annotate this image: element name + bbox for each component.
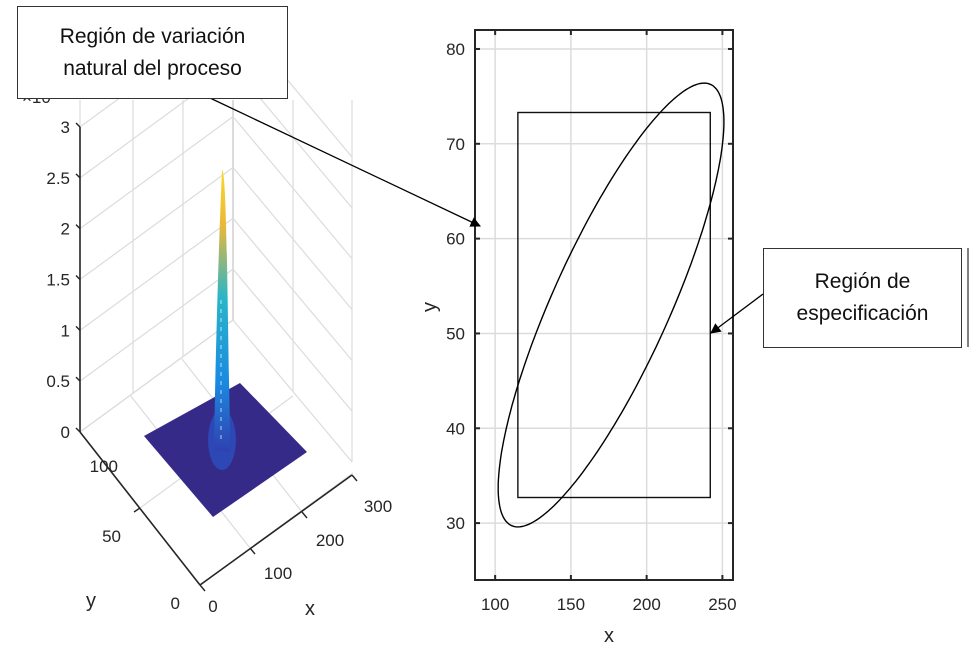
z-tick-label: 2 bbox=[61, 220, 70, 239]
z-tick-mark bbox=[75, 122, 81, 128]
x-tick-label: 250 bbox=[708, 595, 736, 614]
grid-line bbox=[232, 268, 353, 412]
z-tick-label: 1.5 bbox=[46, 271, 70, 290]
grid-line bbox=[79, 319, 234, 433]
x-tick-mark bbox=[351, 474, 358, 482]
x-axis-label: x bbox=[604, 625, 614, 647]
callout-line-1: Región de variación bbox=[59, 24, 246, 48]
callout-line-2: natural del proceso bbox=[63, 56, 242, 80]
surface-axes: 0 0.5 1 1.5 2 2.5 3 0 50 100 0 100 200 300 bbox=[46, 118, 392, 616]
x-tick-label: 0 bbox=[208, 597, 217, 616]
grid-line bbox=[232, 167, 353, 310]
z-tick-label: 2.5 bbox=[46, 169, 70, 188]
y-tick-label: 80 bbox=[446, 40, 465, 59]
x-tick-label: 200 bbox=[316, 531, 344, 550]
x-tick-label: 150 bbox=[557, 595, 585, 614]
surface-peak bbox=[214, 170, 230, 452]
specification-callout: Región de especificación bbox=[763, 248, 962, 348]
z-tick-label: 3 bbox=[61, 118, 70, 137]
y-tick-label: 70 bbox=[446, 135, 465, 154]
natural-variation-ellipse bbox=[497, 82, 725, 528]
z-tick-label: 0 bbox=[61, 423, 70, 442]
x-tick-label: 100 bbox=[481, 595, 509, 614]
x-tick-mark bbox=[199, 584, 206, 592]
z-tick-label: 1 bbox=[61, 321, 70, 340]
grid-line bbox=[79, 268, 234, 382]
z-tick-label: 0.5 bbox=[46, 372, 70, 391]
surface-y-axis-label: y bbox=[86, 590, 96, 612]
y-tick-mark bbox=[133, 507, 141, 513]
grid-line bbox=[232, 319, 353, 463]
z-tick-mark bbox=[75, 376, 81, 382]
x-axis-line bbox=[199, 474, 353, 586]
z-tick-mark bbox=[75, 427, 81, 433]
grid-line bbox=[79, 217, 234, 331]
y-tick-label: 50 bbox=[446, 324, 465, 343]
y-axis-label: y bbox=[419, 302, 441, 312]
z-tick-mark bbox=[75, 224, 81, 230]
natural-variation-callout: Región de variación natural del proceso bbox=[17, 6, 288, 99]
y-tick-label: 0 bbox=[171, 594, 180, 613]
grid-line bbox=[79, 116, 234, 230]
x-tick-label: 100 bbox=[264, 564, 292, 583]
y-tick-label: 50 bbox=[102, 527, 121, 546]
z-tick-mark bbox=[75, 173, 81, 179]
plot-ticks: 100 150 200 250 30 40 50 60 70 80 bbox=[446, 30, 737, 614]
surface-x-axis-label: x bbox=[305, 598, 315, 620]
x-tick-label: 300 bbox=[364, 497, 392, 516]
callout-line-2: especificación bbox=[796, 302, 929, 325]
grid-line bbox=[79, 167, 234, 280]
plot-frame bbox=[474, 29, 734, 581]
specification-rectangle bbox=[517, 111, 711, 499]
grid-line bbox=[232, 217, 353, 361]
x-tick-label: 200 bbox=[632, 595, 660, 614]
y-tick-label: 30 bbox=[446, 514, 465, 533]
projection-plot-2d: 100 150 200 250 30 40 50 60 70 80 x y bbox=[419, 29, 737, 647]
natural-region-arrow bbox=[209, 97, 481, 227]
y-tick-label: 100 bbox=[90, 457, 118, 476]
y-tick-label: 40 bbox=[446, 419, 465, 438]
y-tick-label: 60 bbox=[446, 230, 465, 249]
x-tick-mark bbox=[249, 547, 256, 555]
callout-line-1: Región de bbox=[814, 270, 911, 293]
x-tick-mark bbox=[301, 511, 308, 519]
grid-line bbox=[232, 116, 353, 260]
z-tick-mark bbox=[75, 325, 81, 331]
spec-region-arrow bbox=[710, 293, 764, 334]
z-tick-mark bbox=[75, 275, 81, 280]
